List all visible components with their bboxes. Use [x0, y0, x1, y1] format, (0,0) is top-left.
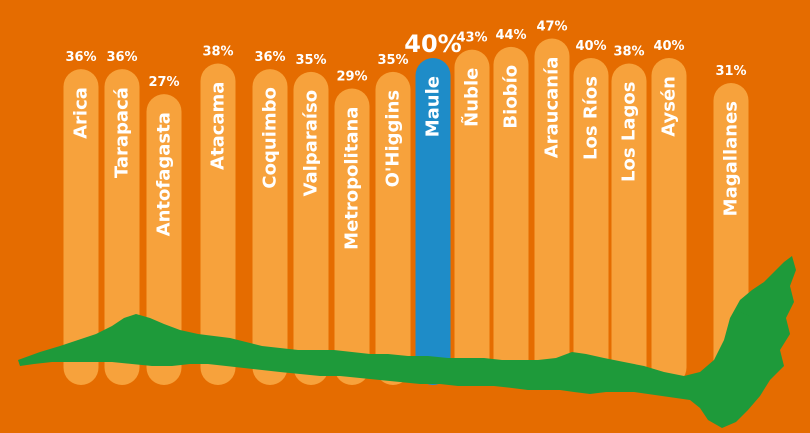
value-label: 35%: [377, 53, 408, 68]
bar-12: [573, 58, 609, 385]
category-label: Antofagasta: [154, 112, 175, 236]
chile-map-silhouette: [18, 256, 796, 428]
value-label: 31%: [715, 64, 746, 79]
value-label: 44%: [495, 28, 526, 43]
chile-map-layer: [18, 256, 796, 428]
value-label: 27%: [148, 75, 179, 90]
category-label: Coquimbo: [260, 87, 281, 188]
value-label: 43%: [456, 31, 487, 46]
value-label: 36%: [254, 50, 285, 65]
value-label: 29%: [336, 70, 367, 85]
bar-7: [375, 71, 411, 385]
category-label: Metropolitana: [342, 107, 363, 250]
bar-6: [334, 88, 370, 386]
bar-14: [651, 58, 687, 385]
value-label: 40%: [404, 30, 461, 58]
value-label: 36%: [65, 50, 96, 65]
chile-map-island: [712, 392, 732, 414]
bar-4: [252, 69, 288, 385]
bar-2: [146, 94, 182, 385]
value-label: 36%: [106, 50, 137, 65]
category-label: Tarapacá: [112, 87, 133, 178]
bar-10: [493, 46, 529, 386]
category-label: Aysén: [659, 76, 680, 137]
category-label: Araucanía: [542, 57, 563, 159]
category-label: Arica: [71, 87, 92, 139]
value-label: 47%: [536, 20, 567, 35]
bar-1: [104, 69, 140, 385]
labels-layer: 36% Arica 36% Tarapacá 27% Antofagasta 38% Atac…: [65, 20, 746, 250]
bar-5: [293, 71, 329, 385]
bar-13: [611, 63, 647, 386]
bar-9: [454, 49, 490, 386]
bars-layer: [63, 38, 749, 386]
value-label: 40%: [653, 39, 684, 54]
value-label: 35%: [295, 53, 326, 68]
value-label: 38%: [613, 45, 644, 60]
bar-8: [415, 58, 451, 385]
category-label: O'Higgins: [383, 90, 404, 188]
category-label: Atacama: [208, 82, 229, 170]
category-label: Maule: [423, 76, 444, 137]
bar-3: [200, 63, 236, 386]
category-label: Ñuble: [460, 68, 483, 127]
chile-map-island: [740, 296, 758, 316]
value-label: 40%: [575, 39, 606, 54]
category-label: Los Ríos: [581, 76, 602, 160]
category-label: Magallanes: [721, 101, 742, 216]
category-label: Valparaíso: [301, 90, 322, 197]
category-label: Los Lagos: [619, 82, 640, 182]
category-label: Biobío: [501, 65, 522, 129]
bar-0: [63, 69, 99, 385]
bar-11: [534, 38, 570, 386]
value-label: 38%: [202, 45, 233, 60]
